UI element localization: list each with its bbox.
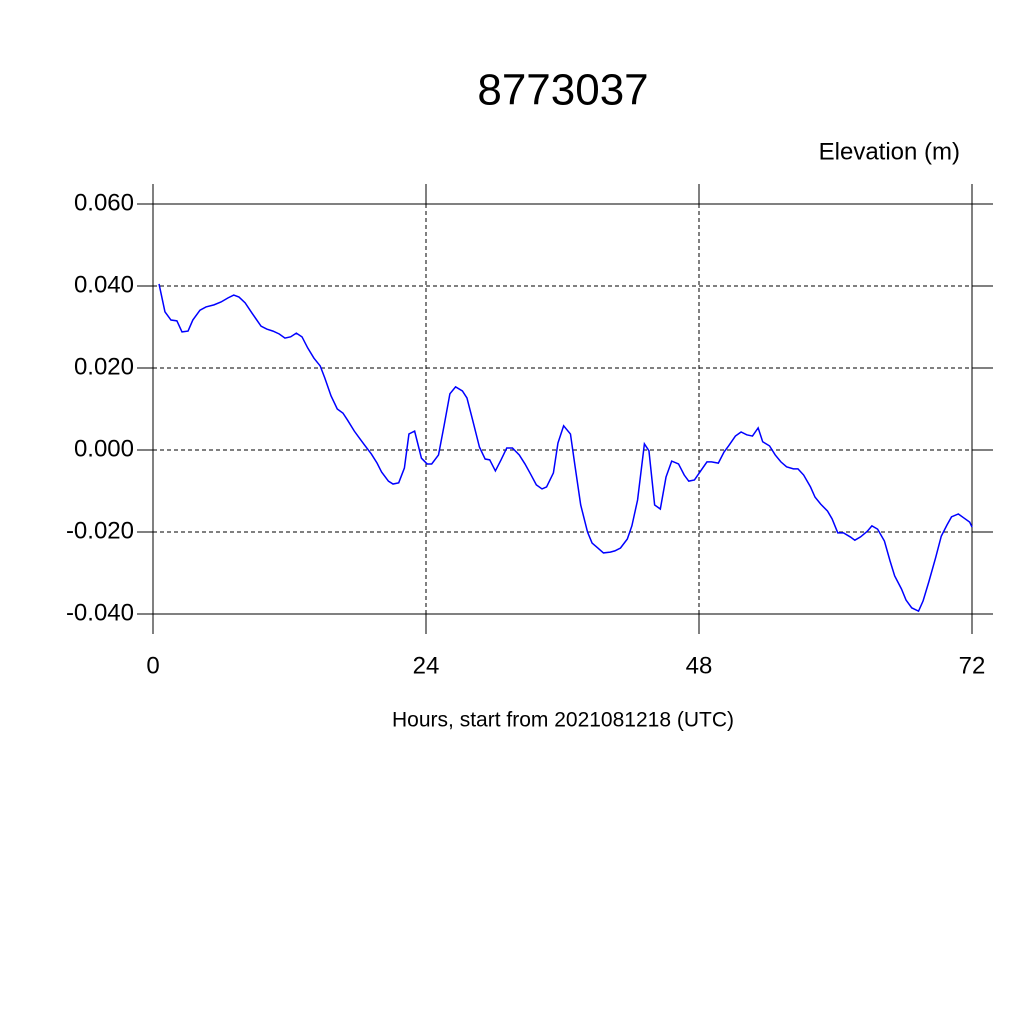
x-tick-label: 72 bbox=[959, 652, 986, 679]
chart-title: 8773037 bbox=[477, 66, 648, 115]
y-tick-label: -0.020 bbox=[66, 517, 134, 544]
y-tick-label: 0.060 bbox=[74, 189, 134, 216]
x-tick-label: 48 bbox=[686, 652, 713, 679]
y-tick-label: 0.040 bbox=[74, 271, 134, 298]
y-tick-label: 0.000 bbox=[74, 435, 134, 462]
x-tick-label: 24 bbox=[413, 652, 440, 679]
y-tick-label: 0.020 bbox=[74, 353, 134, 380]
plot-frame bbox=[152, 203, 973, 615]
x-tick-label: 0 bbox=[146, 652, 159, 679]
y-tick-label: -0.040 bbox=[66, 599, 134, 626]
data-line bbox=[158, 283, 973, 613]
chart-subtitle: Elevation (m) bbox=[819, 138, 960, 165]
x-axis-label: Hours, start from 2021081218 (UTC) bbox=[392, 709, 734, 732]
